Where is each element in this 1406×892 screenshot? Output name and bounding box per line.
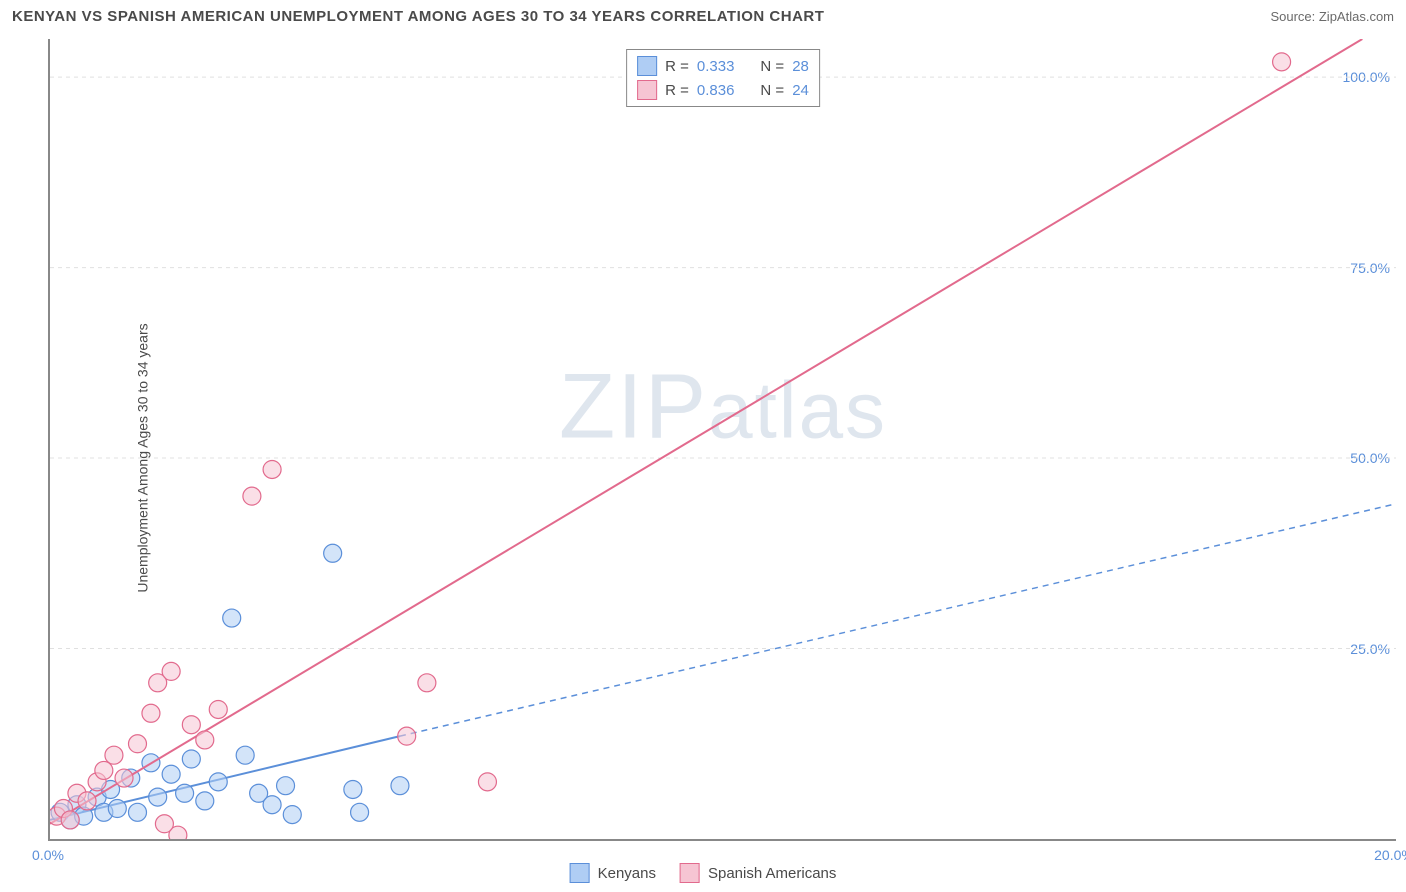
legend-stats-row-kenyans: R = 0.333 N = 28: [637, 54, 809, 78]
legend-item-spanish: Spanish Americans: [680, 863, 836, 883]
legend-bottom: Kenyans Spanish Americans: [570, 863, 837, 883]
chart-header: KENYAN VS SPANISH AMERICAN UNEMPLOYMENT …: [0, 0, 1406, 29]
chart-container: Unemployment Among Ages 30 to 34 years Z…: [0, 29, 1406, 887]
n-label: N =: [760, 82, 784, 99]
legend-stats-box: R = 0.333 N = 28 R = 0.836 N = 24: [626, 49, 820, 107]
swatch-kenyans: [637, 56, 657, 76]
plot-area: ZIPatlas R = 0.333 N = 28 R = 0.836 N = …: [48, 39, 1396, 841]
legend-item-kenyans: Kenyans: [570, 863, 656, 883]
r-value-spanish: 0.836: [697, 82, 735, 99]
x-tick-label: 20.0%: [1374, 847, 1406, 863]
swatch-spanish: [680, 863, 700, 883]
n-label: N =: [760, 58, 784, 75]
legend-label-spanish: Spanish Americans: [708, 865, 836, 882]
legend-label-kenyans: Kenyans: [598, 865, 656, 882]
chart-source: Source: ZipAtlas.com: [1270, 9, 1394, 24]
n-value-kenyans: 28: [792, 58, 809, 75]
swatch-kenyans: [570, 863, 590, 883]
n-value-spanish: 24: [792, 82, 809, 99]
plot-svg: [50, 39, 1396, 839]
r-label: R =: [665, 58, 689, 75]
r-value-kenyans: 0.333: [697, 58, 735, 75]
x-tick-label: 0.0%: [32, 847, 64, 863]
r-label: R =: [665, 82, 689, 99]
chart-title: KENYAN VS SPANISH AMERICAN UNEMPLOYMENT …: [12, 8, 824, 25]
swatch-spanish: [637, 80, 657, 100]
legend-stats-row-spanish: R = 0.836 N = 24: [637, 78, 809, 102]
